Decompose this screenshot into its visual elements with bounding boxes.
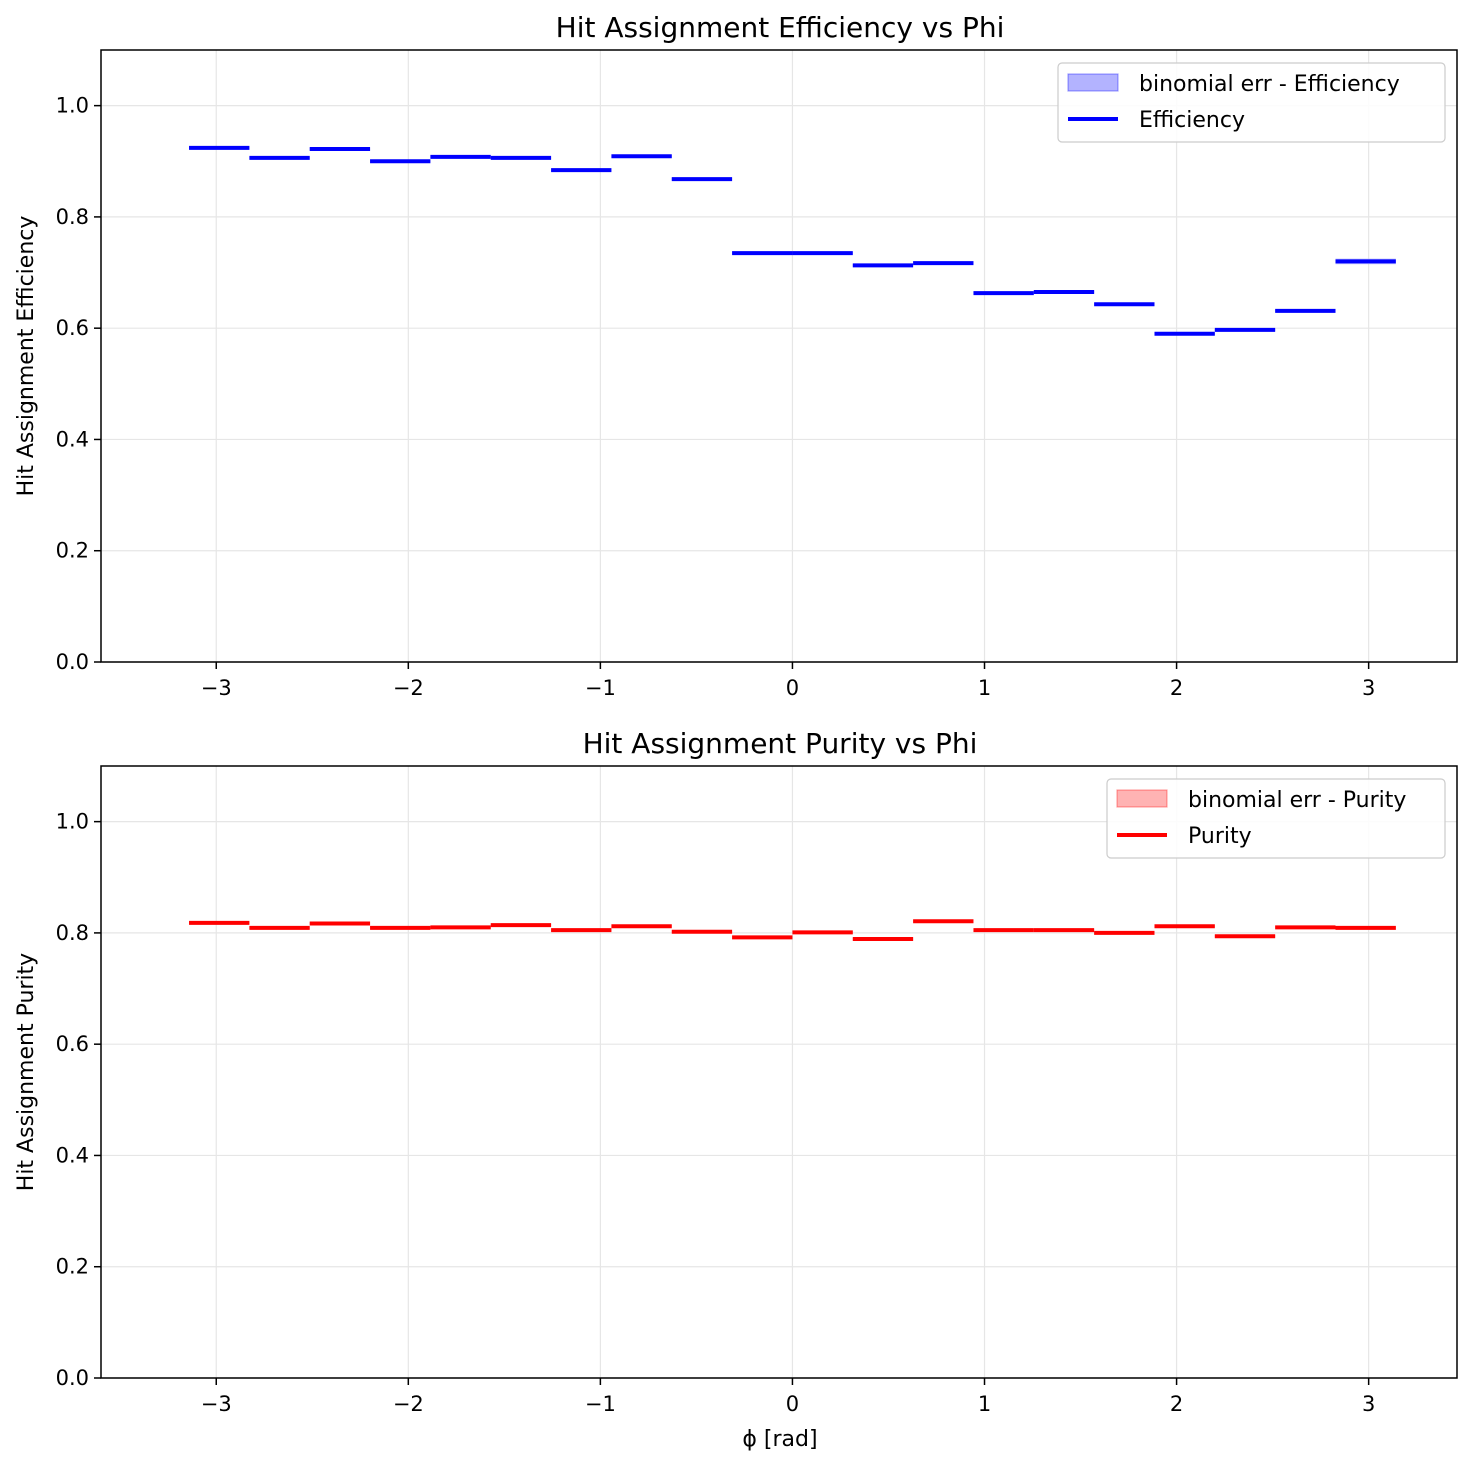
- efficiency-y-tick-label: 0.0: [56, 650, 89, 674]
- efficiency-x-tick-label: 2: [1170, 676, 1183, 700]
- efficiency-x-tick-label: 3: [1362, 676, 1375, 700]
- purity-y-tick-label: 1.0: [56, 810, 89, 834]
- purity-x-axis-label: ϕ [rad]: [742, 1427, 817, 1452]
- efficiency-x-tick-label: 1: [978, 676, 991, 700]
- efficiency-x-tick-label: −1: [585, 676, 616, 700]
- purity-x-ticks: −3 −2 −1 0 1 2 3: [201, 1378, 1375, 1416]
- purity-legend-band-swatch: [1116, 789, 1168, 808]
- efficiency-steps: [189, 145, 1396, 336]
- efficiency-y-tick-label: 0.4: [56, 427, 89, 451]
- purity-legend: binomial err - Purity Purity: [1106, 778, 1446, 859]
- purity-x-tick-label: 3: [1362, 1392, 1375, 1416]
- purity-y-axis-label: Hit Assignment Purity: [14, 953, 39, 1191]
- efficiency-y-tick-label: 0.2: [56, 539, 89, 563]
- efficiency-panel: −3 −2 −1 0 1 2 3 0.0 0.2 0.4 0.6 0.8 1.0 Hit Assign…: [14, 11, 1458, 700]
- purity-steps: [189, 919, 1396, 942]
- efficiency-x-tick-label: −2: [393, 676, 424, 700]
- efficiency-chart-title: Hit Assignment Efficiency vs Phi: [556, 11, 1005, 44]
- efficiency-y-tick-label: 1.0: [56, 94, 89, 118]
- purity-x-tick-label: −2: [393, 1392, 424, 1416]
- purity-x-tick-label: −3: [201, 1392, 232, 1416]
- efficiency-axes-frame: [100, 49, 1458, 663]
- purity-y-ticks: 0.0 0.2 0.4 0.6 0.8 1.0: [56, 810, 101, 1390]
- efficiency-legend-line-label: Efficiency: [1139, 108, 1245, 133]
- purity-legend-line-label: Purity: [1188, 824, 1252, 849]
- purity-y-tick-label: 0.0: [56, 1366, 89, 1390]
- efficiency-legend-frame: [1057, 62, 1446, 143]
- purity-axes-frame: [100, 765, 1458, 1379]
- purity-y-tick-label: 0.2: [56, 1255, 89, 1279]
- purity-panel: −3 −2 −1 0 1 2 3 0.0 0.2 0.4 0.6 0.8 1.0 Hit Assign…: [14, 727, 1458, 1452]
- efficiency-legend-band-swatch: [1067, 73, 1119, 92]
- efficiency-legend-band-label: binomial err - Efficiency: [1139, 72, 1400, 97]
- purity-x-tick-label: 2: [1170, 1392, 1183, 1416]
- efficiency-y-axis-label: Hit Assignment Efficiency: [14, 216, 39, 497]
- efficiency-x-tick-label: −3: [201, 676, 232, 700]
- efficiency-y-tick-label: 0.8: [56, 205, 89, 229]
- purity-x-tick-label: 0: [786, 1392, 799, 1416]
- purity-y-tick-label: 0.6: [56, 1032, 89, 1056]
- efficiency-legend: binomial err - Efficiency Efficiency: [1057, 62, 1446, 143]
- purity-legend-band-label: binomial err - Purity: [1188, 788, 1406, 813]
- efficiency-y-ticks: 0.0 0.2 0.4 0.6 0.8 1.0: [56, 94, 101, 674]
- efficiency-x-ticks: −3 −2 −1 0 1 2 3: [201, 662, 1375, 700]
- purity-x-tick-label: −1: [585, 1392, 616, 1416]
- purity-x-tick-label: 1: [978, 1392, 991, 1416]
- purity-chart-title: Hit Assignment Purity vs Phi: [583, 727, 978, 760]
- purity-legend-frame: [1106, 778, 1446, 859]
- purity-y-tick-label: 0.8: [56, 921, 89, 945]
- efficiency-x-tick-label: 0: [786, 676, 799, 700]
- purity-y-tick-label: 0.4: [56, 1143, 89, 1167]
- efficiency-y-tick-label: 0.6: [56, 316, 89, 340]
